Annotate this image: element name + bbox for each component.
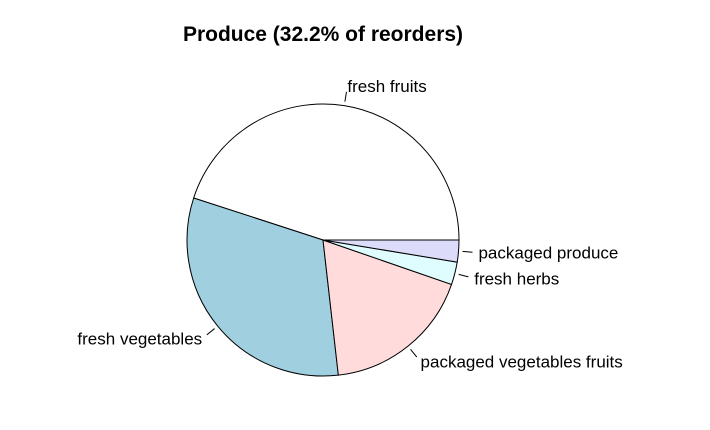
pie-label-tick-fresh-vegetables xyxy=(206,328,215,336)
pie-label-packaged-produce: packaged produce xyxy=(478,244,618,263)
pie-label-fresh-fruits: fresh fruits xyxy=(347,77,426,96)
pie-slice-packaged-produce xyxy=(322,239,460,263)
pie-label-fresh-vegetables: fresh vegetables xyxy=(77,330,202,349)
pie-slices xyxy=(186,103,460,377)
pie-labels: fresh fruits fresh vegetables packaged veg… xyxy=(77,77,622,372)
pie-label-packaged-vegetables-fruits: packaged vegetables fruits xyxy=(421,353,623,372)
pie-label-tick-packaged-vegetables-fruits xyxy=(410,348,418,358)
pie-slice-fresh-fruits xyxy=(193,103,460,241)
pie-label-tick-fresh-herbs xyxy=(458,273,469,278)
chart-title: Produce (32.2% of reorders) xyxy=(183,23,463,46)
pie-slice-fresh-vegetables xyxy=(186,197,339,377)
pie-label-tick-fresh-fruits xyxy=(344,91,347,102)
pie-label-tick-packaged-produce xyxy=(462,250,473,253)
pie-label-fresh-herbs: fresh herbs xyxy=(474,269,559,288)
